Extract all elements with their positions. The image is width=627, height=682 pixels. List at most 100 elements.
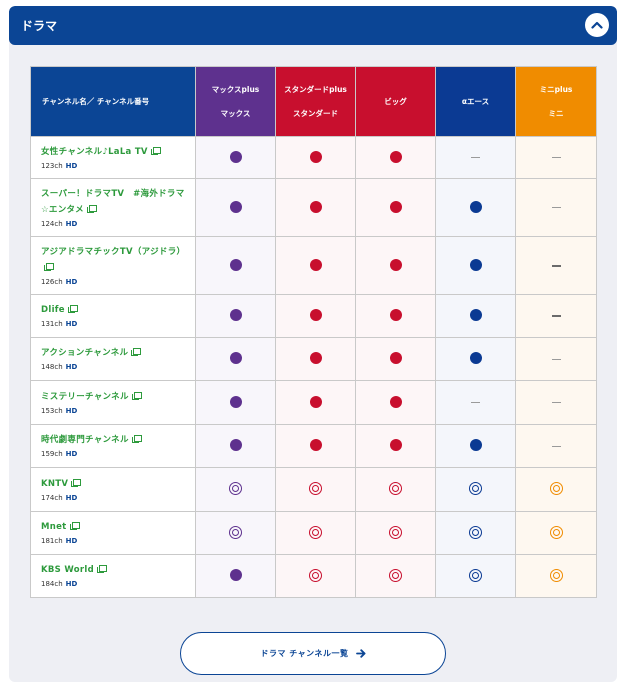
external-window-icon[interactable] [150, 146, 161, 155]
plan-header-line1: スタンダードplus [284, 84, 347, 94]
table-row: 時代劇専門チャンネル 159ch HD [30, 424, 597, 468]
available-dot-icon [309, 200, 322, 213]
available-dot-icon [309, 150, 322, 163]
table-row: Dlife 131ch HD [30, 294, 597, 338]
plan-cell-ace [435, 424, 516, 468]
channel-name[interactable]: 時代劇専門チャンネル [41, 435, 129, 445]
channel-name[interactable]: KBS World [41, 565, 94, 575]
double-circle-icon [469, 568, 482, 582]
channel-number-text: 181ch [41, 537, 63, 545]
collapse-toggle-button[interactable] [585, 13, 609, 37]
plan-cell-max [195, 337, 276, 381]
plan-cell-std [275, 136, 356, 179]
available-dot-icon [469, 258, 482, 271]
channel-name[interactable]: アクションチャンネル [41, 348, 129, 358]
table-row: 女性チャンネル♪LaLa TV 123ch HD [30, 136, 597, 179]
plan-cell-ace [435, 136, 516, 179]
channel-name-link[interactable]: 時代劇専門チャンネル [41, 432, 185, 448]
plan-cell-max [195, 380, 276, 425]
plan-cell-std [275, 294, 356, 338]
panel-header[interactable]: ドラマ [9, 6, 617, 45]
plan-cell-ace [435, 294, 516, 338]
channel-name-link[interactable]: Dlife [41, 302, 185, 318]
channel-cell: スーパー！ドラマTV #海外ドラマ☆エンタメ 124ch HD [30, 178, 196, 237]
channel-name-link[interactable]: Mnet [41, 519, 185, 535]
available-dot-icon [469, 309, 482, 321]
available-dot-icon [309, 352, 322, 364]
plan-cell-big [355, 337, 436, 381]
hd-badge: HD [65, 320, 78, 328]
available-dot-icon [309, 309, 322, 321]
channel-name-link[interactable]: アクションチャンネル [41, 345, 185, 361]
external-window-icon[interactable] [131, 391, 142, 400]
external-window-icon[interactable] [44, 262, 54, 271]
table-row: スーパー！ドラマTV #海外ドラマ☆エンタメ 124ch HD [30, 178, 597, 237]
double-circle-icon [549, 525, 563, 539]
plan-header-line2: マックス [220, 108, 251, 118]
channel-name-link[interactable]: ミステリーチャンネル [41, 389, 185, 405]
plan-cell-std [275, 554, 356, 598]
available-dot-icon [309, 395, 322, 408]
channel-cell: Dlife 131ch HD [30, 294, 196, 338]
channel-number-text: 184ch [41, 580, 63, 588]
plan-cell-big [355, 424, 436, 468]
channel-cell: Mnet 181ch HD [30, 511, 196, 555]
drama-channel-list-button[interactable]: ドラマ チャンネル一覧 [180, 632, 446, 675]
plan-cell-max [195, 424, 276, 468]
plan-cell-std [275, 236, 356, 295]
channel-name-link[interactable]: KNTV [41, 476, 185, 492]
plan-cell-max [195, 294, 276, 338]
external-window-icon[interactable] [131, 435, 142, 443]
channel-name-link[interactable]: KBS World [41, 562, 185, 578]
external-window-icon[interactable] [69, 522, 80, 530]
hd-badge: HD [65, 493, 78, 502]
double-circle-icon [309, 525, 322, 539]
channel-plan-table: チャンネル名／ チャンネル番号 マックスplus マックス スタンダードplus… [30, 66, 597, 598]
double-circle-icon [469, 482, 482, 495]
double-circle-icon [549, 482, 563, 495]
plan-header-line1: ミニplus [539, 84, 573, 94]
plan-cell-ace [435, 178, 516, 237]
hd-badge: HD [65, 277, 78, 286]
plan-cell-mini [515, 337, 597, 381]
channel-cell: ミステリーチャンネル 153ch HD [30, 380, 196, 425]
plan-cell-ace [435, 337, 516, 381]
plan-cell-mini [515, 136, 597, 179]
hd-badge: HD [65, 219, 78, 228]
unavailable-dash-icon [551, 445, 561, 447]
double-circle-icon [229, 525, 242, 539]
channel-name-link[interactable]: 女性チャンネル♪LaLa TV [41, 144, 185, 160]
plan-cell-mini [515, 511, 597, 555]
channel-name[interactable]: KNTV [41, 478, 69, 489]
available-dot-icon [229, 569, 242, 581]
channel-cell: KBS World 184ch HD [30, 554, 196, 598]
external-window-icon[interactable] [86, 204, 97, 213]
list-button-label: ドラマ チャンネル一覧 [260, 649, 349, 658]
channel-name[interactable]: アジアドラマチックTV（アジドラ） [41, 246, 186, 257]
channel-number-text: 159ch [41, 450, 63, 458]
plan-cell-ace [435, 380, 516, 425]
channel-name[interactable]: 女性チャンネル♪LaLa TV [41, 146, 148, 157]
channel-name-link[interactable]: アジアドラマチックTV（アジドラ） [41, 244, 185, 276]
channel-name[interactable]: スーパー！ドラマTV #海外ドラマ☆エンタメ [41, 188, 185, 215]
chevron-up-icon [591, 21, 603, 29]
plan-cell-ace [435, 511, 516, 555]
external-window-icon[interactable] [67, 305, 78, 313]
channel-name[interactable]: Dlife [41, 305, 65, 315]
external-window-icon[interactable] [131, 348, 142, 356]
available-dot-icon [309, 439, 322, 451]
channel-name-link[interactable]: スーパー！ドラマTV #海外ドラマ☆エンタメ [41, 186, 185, 218]
hd-badge: HD [65, 406, 78, 415]
available-dot-icon [229, 395, 242, 408]
channel-number-text: 148ch [41, 363, 63, 371]
external-window-icon[interactable] [71, 478, 82, 487]
channel-name[interactable]: Mnet [41, 522, 67, 532]
external-window-icon[interactable] [96, 565, 107, 573]
hd-badge: HD [65, 580, 78, 588]
panel-title: ドラマ [21, 19, 58, 33]
unavailable-dash-icon [551, 315, 561, 317]
channel-name[interactable]: ミステリーチャンネル [41, 391, 129, 402]
channel-number-text: 124ch [41, 219, 63, 228]
plan-header-line1: ビッグ [384, 96, 407, 106]
plan-cell-mini [515, 554, 597, 598]
